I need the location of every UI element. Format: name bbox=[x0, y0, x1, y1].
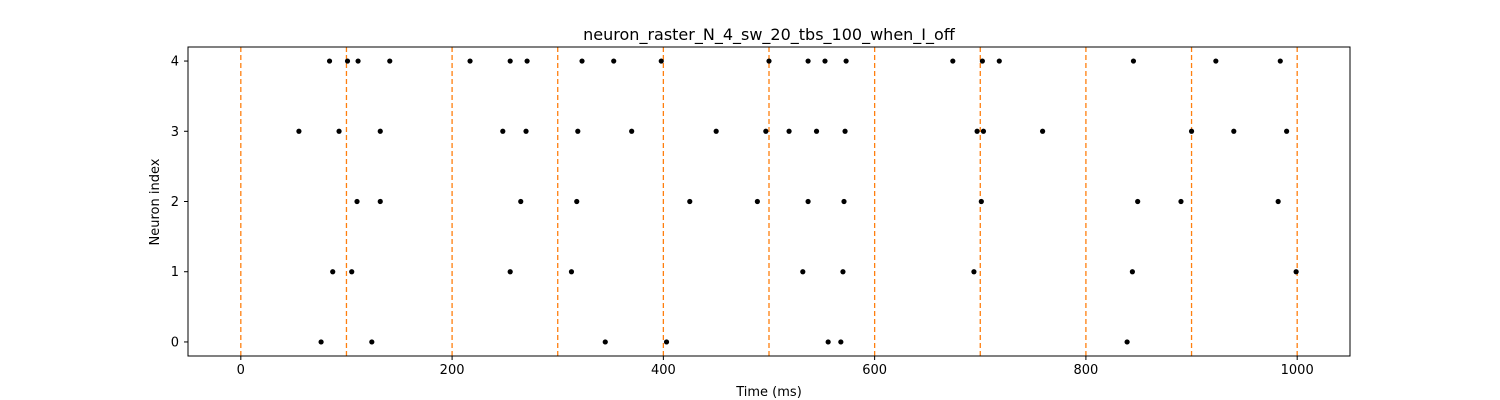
spike-point bbox=[568, 269, 575, 275]
spike-point bbox=[1284, 128, 1290, 134]
spike-point bbox=[800, 269, 806, 275]
spike-point bbox=[1188, 128, 1195, 134]
spike-point bbox=[377, 198, 383, 205]
x-tick-label: 200 bbox=[440, 363, 465, 378]
stimulus-lines-layer bbox=[240, 47, 1298, 356]
spike-point bbox=[713, 128, 719, 134]
spike-point bbox=[825, 339, 831, 345]
x-axis-ticks: 0 200 400 600 800 1000 bbox=[237, 356, 1314, 378]
spike-point bbox=[1039, 128, 1046, 134]
x-tick-label: 600 bbox=[862, 363, 887, 378]
y-axis-label: Neuron index bbox=[148, 158, 163, 245]
spike-point bbox=[1135, 198, 1141, 205]
spike-point bbox=[336, 128, 342, 134]
spike-point bbox=[842, 128, 848, 134]
spike-point bbox=[1213, 58, 1219, 64]
y-tick-label: 0 bbox=[171, 335, 179, 350]
spike-point bbox=[754, 198, 760, 205]
spike-point bbox=[500, 128, 506, 134]
spike-point bbox=[579, 58, 585, 64]
spike-point bbox=[377, 128, 383, 134]
spike-point bbox=[841, 198, 847, 205]
spike-point bbox=[629, 128, 635, 134]
y-tick-label: 3 bbox=[171, 125, 179, 140]
spike-point bbox=[1178, 198, 1184, 205]
spike-point bbox=[658, 58, 664, 64]
spike-point bbox=[1129, 269, 1135, 275]
spike-point bbox=[524, 58, 530, 64]
spike-point bbox=[523, 128, 529, 134]
y-tick-label: 4 bbox=[171, 55, 179, 70]
x-tick-label: 0 bbox=[237, 363, 245, 378]
spike-point bbox=[387, 58, 393, 64]
spike-point bbox=[766, 58, 772, 64]
spike-point bbox=[978, 198, 984, 205]
spike-point bbox=[296, 128, 302, 134]
spike-point bbox=[950, 58, 956, 64]
spike-point bbox=[1293, 269, 1299, 275]
x-tick-label: 1000 bbox=[1281, 363, 1314, 378]
spike-point bbox=[979, 58, 985, 64]
spike-point bbox=[805, 58, 811, 64]
spike-point bbox=[326, 58, 333, 64]
y-axis-ticks: 0 1 2 3 4 bbox=[171, 55, 188, 350]
spike-point bbox=[786, 128, 792, 134]
spike-point bbox=[1275, 198, 1281, 205]
spike-point bbox=[354, 198, 360, 205]
spike-point bbox=[838, 339, 844, 345]
chart-title: neuron_raster_N_4_sw_20_tbs_100_when_I_o… bbox=[583, 25, 956, 45]
spike-point bbox=[1231, 128, 1237, 134]
spike-point bbox=[840, 269, 846, 275]
spike-point bbox=[663, 339, 670, 345]
spike-point bbox=[369, 339, 375, 345]
spike-point bbox=[611, 58, 617, 64]
spike-point bbox=[507, 58, 513, 64]
spike-point bbox=[330, 269, 336, 275]
spike-point bbox=[507, 269, 513, 275]
spike-point bbox=[1277, 58, 1283, 64]
spike-point bbox=[974, 128, 980, 134]
spike-point bbox=[344, 58, 351, 64]
spike-point bbox=[763, 128, 769, 134]
spike-point bbox=[518, 198, 524, 205]
spike-point bbox=[602, 339, 608, 345]
spike-point bbox=[822, 58, 828, 64]
x-tick-label: 800 bbox=[1073, 363, 1098, 378]
spike-point bbox=[349, 269, 355, 275]
spike-point bbox=[1124, 339, 1130, 345]
x-axis-label: Time (ms) bbox=[735, 385, 802, 400]
spike-point bbox=[355, 58, 361, 64]
spike-point bbox=[575, 128, 581, 134]
spike-point bbox=[971, 269, 977, 275]
spike-point bbox=[813, 128, 820, 134]
y-tick-label: 2 bbox=[171, 195, 179, 210]
spike-point bbox=[467, 58, 473, 64]
spike-point bbox=[574, 198, 580, 205]
spike-point bbox=[687, 198, 693, 205]
spike-point bbox=[805, 198, 811, 205]
spike-point bbox=[318, 339, 324, 345]
x-tick-label: 400 bbox=[651, 363, 676, 378]
y-tick-label: 1 bbox=[171, 265, 179, 280]
spike-point bbox=[1130, 58, 1137, 64]
spike-point bbox=[843, 58, 849, 64]
spike-point bbox=[980, 128, 987, 134]
spike-point bbox=[996, 58, 1002, 64]
spikes-layer bbox=[296, 58, 1299, 345]
